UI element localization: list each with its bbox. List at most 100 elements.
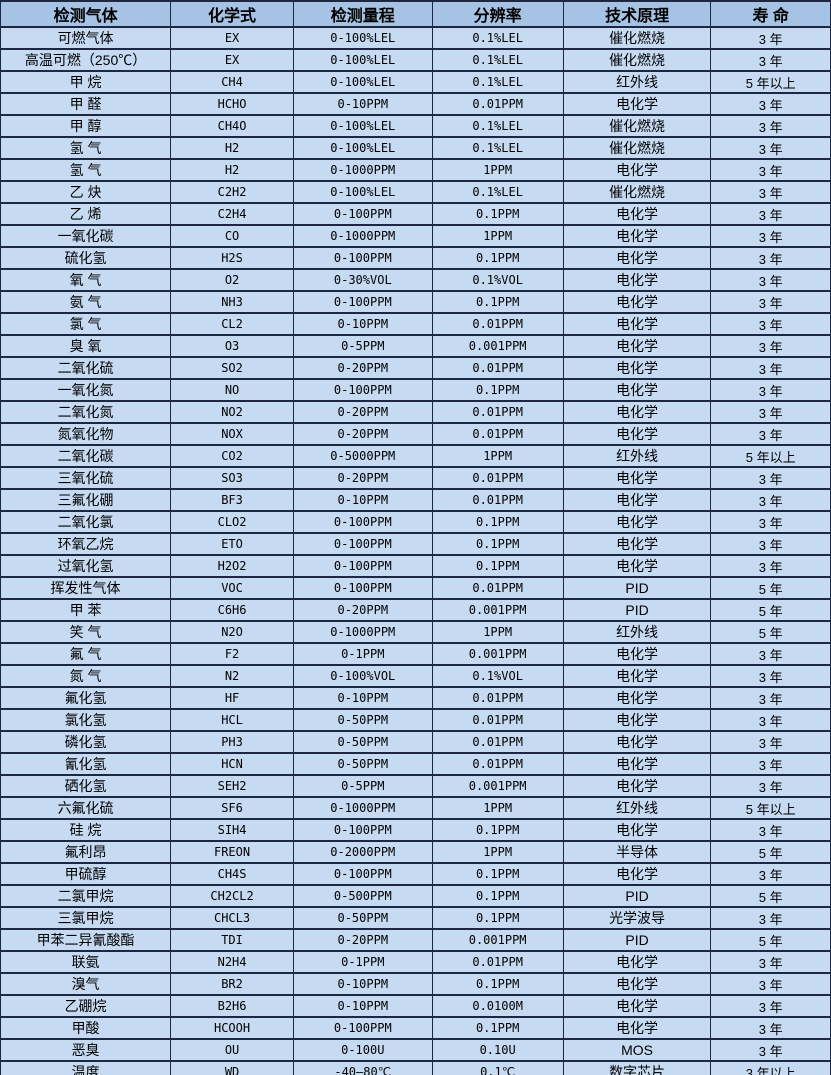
cell-lifespan: 3 年 [710,114,831,138]
cell-lifespan: 3 年 [710,158,831,182]
cell-resolution: 0.001PPM [431,928,564,952]
cell-gas-name: 乙硼烷 [0,994,172,1018]
table-row: 硅 烷 SIH4 0-100PPM 0.1PPM 电化学 3 年 [0,818,831,842]
cell-detection-range: 0-10PPM [292,686,433,710]
cell-detection-range: 0-5PPM [292,334,433,358]
table-row: 氯化氢 HCL 0-50PPM 0.01PPM 电化学 3 年 [0,708,831,732]
column-header-resolution: 分辨率 [431,0,564,28]
table-row: 二氧化氯 CLO2 0-100PPM 0.1PPM 电化学 3 年 [0,510,831,534]
table-row: 甲 醇 CH4O 0-100%LEL 0.1%LEL 催化燃烧 3 年 [0,114,831,138]
table-row: 高温可燃（250℃） EX 0-100%LEL 0.1%LEL 催化燃烧 3 年 [0,48,831,72]
cell-chemical-formula: SO2 [170,356,294,380]
cell-technology: 半导体 [562,840,712,864]
cell-resolution: 0.01PPM [431,400,564,424]
cell-chemical-formula: B2H6 [170,994,294,1018]
table-row: 恶臭 OU 0-100U 0.10U MOS 3 年 [0,1038,831,1062]
cell-gas-name: 二氯甲烷 [0,884,172,908]
cell-lifespan: 3 年 [710,862,831,886]
cell-gas-name: 氯 气 [0,312,172,336]
cell-detection-range: 0-5000PPM [292,444,433,468]
cell-detection-range: 0-20PPM [292,356,433,380]
cell-resolution: 0.1℃ [431,1060,564,1075]
column-header-gas: 检测气体 [0,0,172,28]
cell-resolution: 0.01PPM [431,708,564,732]
cell-chemical-formula: CH2CL2 [170,884,294,908]
table-row: 硫化氢 H2S 0-100PPM 0.1PPM 电化学 3 年 [0,246,831,270]
cell-resolution: 0.1%LEL [431,48,564,72]
cell-chemical-formula: EX [170,26,294,50]
header-row: 检测气体 化学式 检测量程 分辨率 技术原理 寿 命 [0,0,831,28]
table-row: 硒化氢 SEH2 0-5PPM 0.001PPM 电化学 3 年 [0,774,831,798]
cell-lifespan: 5 年以上 [710,70,831,94]
table-row: 甲硫醇 CH4S 0-100PPM 0.1PPM 电化学 3 年 [0,862,831,886]
cell-technology: 电化学 [562,92,712,116]
cell-technology: 光学波导 [562,906,712,930]
table-row: 臭 氧 O3 0-5PPM 0.001PPM 电化学 3 年 [0,334,831,358]
table-row: 氢 气 H2 0-100%LEL 0.1%LEL 催化燃烧 3 年 [0,136,831,160]
cell-gas-name: 甲 苯 [0,598,172,622]
cell-technology: 电化学 [562,752,712,776]
cell-gas-name: 一氧化碳 [0,224,172,248]
cell-gas-name: 硒化氢 [0,774,172,798]
cell-detection-range: 0-100PPM [292,1016,433,1040]
cell-technology: 催化燃烧 [562,114,712,138]
cell-gas-name: 氢 气 [0,136,172,160]
cell-technology: 电化学 [562,554,712,578]
cell-technology: MOS [562,1038,712,1062]
cell-technology: 电化学 [562,202,712,226]
cell-lifespan: 3 年 [710,136,831,160]
cell-chemical-formula: PH3 [170,730,294,754]
cell-resolution: 0.1PPM [431,246,564,270]
cell-chemical-formula: FREON [170,840,294,864]
cell-detection-range: 0-50PPM [292,708,433,732]
cell-lifespan: 3 年 [710,994,831,1018]
cell-chemical-formula: SO3 [170,466,294,490]
cell-technology: 电化学 [562,224,712,248]
cell-detection-range: 0-100PPM [292,290,433,314]
table-row: 温度 WD -40—80℃ 0.1℃ 数字芯片 3 年以上 [0,1060,831,1075]
cell-lifespan: 3 年 [710,268,831,292]
table-row: 二氧化碳 CO2 0-5000PPM 1PPM 红外线 5 年以上 [0,444,831,468]
table-row: 三氧化硫 SO3 0-20PPM 0.01PPM 电化学 3 年 [0,466,831,490]
cell-chemical-formula: NOX [170,422,294,446]
table-row: 氯 气 CL2 0-10PPM 0.01PPM 电化学 3 年 [0,312,831,336]
cell-technology: 电化学 [562,994,712,1018]
cell-chemical-formula: HCOOH [170,1016,294,1040]
cell-detection-range: 0-10PPM [292,488,433,512]
cell-detection-range: 0-1000PPM [292,796,433,820]
cell-lifespan: 5 年以上 [710,444,831,468]
cell-detection-range: 0-10PPM [292,92,433,116]
cell-detection-range: 0-1000PPM [292,620,433,644]
cell-detection-range: 0-20PPM [292,422,433,446]
cell-gas-name: 磷化氢 [0,730,172,754]
cell-technology: 电化学 [562,730,712,754]
column-header-principle: 技术原理 [562,0,712,28]
cell-gas-name: 甲 烷 [0,70,172,94]
cell-chemical-formula: HCHO [170,92,294,116]
cell-detection-range: 0-100PPM [292,862,433,886]
cell-lifespan: 3 年 [710,774,831,798]
cell-gas-name: 温度 [0,1060,172,1075]
cell-resolution: 0.001PPM [431,774,564,798]
cell-technology: 红外线 [562,796,712,820]
cell-resolution: 1PPM [431,444,564,468]
cell-gas-name: 二氧化氯 [0,510,172,534]
cell-resolution: 1PPM [431,840,564,864]
cell-resolution: 0.1%LEL [431,136,564,160]
cell-detection-range: 0-10PPM [292,994,433,1018]
cell-detection-range: 0-100%LEL [292,26,433,50]
column-header-range: 检测量程 [292,0,433,28]
table-row: 甲 苯 C6H6 0-20PPM 0.001PPM PID 5 年 [0,598,831,622]
cell-resolution: 0.0100M [431,994,564,1018]
table-row: 一氧化碳 CO 0-1000PPM 1PPM 电化学 3 年 [0,224,831,248]
cell-resolution: 0.1PPM [431,510,564,534]
table-row: 甲酸 HCOOH 0-100PPM 0.1PPM 电化学 3 年 [0,1016,831,1040]
cell-detection-range: 0-100%LEL [292,70,433,94]
cell-detection-range: 0-100%VOL [292,664,433,688]
cell-gas-name: 氟化氢 [0,686,172,710]
cell-technology: 电化学 [562,334,712,358]
cell-resolution: 0.01PPM [431,752,564,776]
cell-chemical-formula: CO [170,224,294,248]
cell-gas-name: 甲酸 [0,1016,172,1040]
cell-technology: 电化学 [562,268,712,292]
